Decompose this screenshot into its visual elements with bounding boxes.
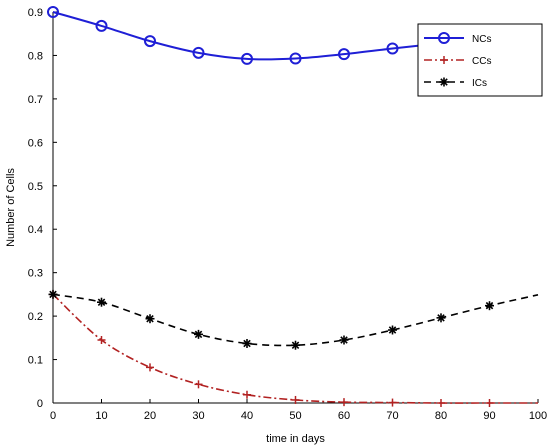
data-point bbox=[339, 335, 349, 345]
data-point bbox=[242, 338, 252, 348]
x-tick-label: 100 bbox=[529, 410, 547, 422]
data-point bbox=[95, 19, 108, 32]
asterisk-stroke bbox=[194, 330, 203, 339]
x-tick-label: 40 bbox=[241, 410, 253, 422]
legend-item: ICs bbox=[424, 77, 487, 89]
legend-item: NCs bbox=[424, 32, 491, 45]
legend-marker bbox=[440, 56, 448, 64]
y-tick-label: 0.7 bbox=[28, 94, 43, 106]
x-tick-label: 20 bbox=[144, 410, 156, 422]
data-point bbox=[485, 399, 494, 407]
asterisk-stroke bbox=[49, 290, 57, 299]
series-ics bbox=[48, 289, 539, 350]
asterisk-stroke bbox=[437, 314, 445, 322]
asterisk-stroke bbox=[97, 298, 106, 306]
series-line bbox=[52, 293, 539, 347]
asterisk-stroke bbox=[440, 78, 448, 86]
data-point bbox=[338, 48, 350, 61]
data-point bbox=[386, 42, 399, 55]
x-tick-label: 60 bbox=[338, 410, 350, 422]
data-point bbox=[241, 52, 253, 65]
asterisk-stroke bbox=[243, 339, 251, 348]
data-point bbox=[48, 289, 58, 299]
data-point bbox=[146, 363, 154, 372]
data-point bbox=[243, 390, 251, 399]
data-point bbox=[144, 35, 156, 48]
legend-item: CCs bbox=[424, 56, 491, 67]
x-axis-label: time in days bbox=[266, 433, 325, 445]
data-point bbox=[289, 52, 302, 65]
axes: 0 10 20 30 40 50 60 70 80 90 100 0 0.1 0.2 0.3 0.4 0.5 0.… bbox=[5, 7, 547, 445]
asterisk-stroke bbox=[340, 336, 348, 344]
y-tick-label: 0.9 bbox=[28, 7, 43, 19]
data-point bbox=[388, 398, 397, 407]
legend-label: CCs bbox=[472, 56, 491, 67]
data-point bbox=[47, 6, 59, 18]
series-ccs bbox=[49, 290, 538, 407]
data-point bbox=[97, 336, 106, 345]
x-tick-label: 0 bbox=[50, 410, 56, 422]
legend-label: ICs bbox=[472, 78, 487, 89]
legend-marker bbox=[439, 77, 449, 87]
data-point bbox=[485, 301, 494, 311]
y-tick-label: 0.8 bbox=[28, 50, 43, 62]
legend-marker bbox=[438, 32, 450, 44]
x-tick-label: 80 bbox=[435, 410, 447, 422]
data-point bbox=[194, 380, 203, 389]
y-tick-label: 0.3 bbox=[28, 268, 43, 280]
y-tick-label: 0.2 bbox=[28, 311, 43, 323]
data-point bbox=[436, 313, 446, 323]
x-tick-label: 50 bbox=[289, 410, 301, 422]
legend: NCs CCs ICs bbox=[417, 23, 543, 97]
data-point bbox=[437, 399, 445, 407]
asterisk-stroke bbox=[388, 326, 397, 334]
y-tick-label: 0 bbox=[37, 398, 43, 410]
x-tick-label: 30 bbox=[192, 410, 204, 422]
data-point bbox=[388, 325, 397, 335]
y-tick-label: 0.1 bbox=[28, 355, 43, 367]
data-point bbox=[291, 395, 300, 404]
data-point bbox=[145, 314, 155, 324]
x-tick-label: 70 bbox=[386, 410, 398, 422]
data-point bbox=[97, 297, 106, 307]
asterisk-stroke bbox=[146, 314, 154, 323]
data-point bbox=[194, 329, 203, 339]
x-tick-label: 90 bbox=[483, 410, 495, 422]
data-point bbox=[340, 398, 348, 407]
y-tick-label: 0.4 bbox=[28, 224, 43, 236]
data-point bbox=[291, 340, 300, 350]
data-point bbox=[192, 46, 205, 59]
asterisk-stroke bbox=[485, 301, 494, 310]
y-tick-label: 0.6 bbox=[28, 137, 43, 149]
legend-label: NCs bbox=[472, 34, 491, 45]
x-tick-label: 10 bbox=[95, 410, 107, 422]
y-tick-label: 0.5 bbox=[28, 181, 43, 193]
y-axis-label: Number of Cells bbox=[5, 168, 17, 247]
asterisk-stroke bbox=[291, 341, 300, 349]
